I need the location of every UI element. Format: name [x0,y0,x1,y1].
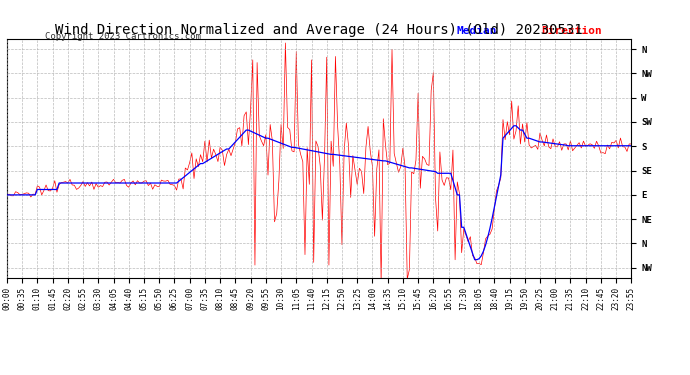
Text: Direction: Direction [541,26,602,36]
Title: Wind Direction Normalized and Average (24 Hours) (Old) 20230531: Wind Direction Normalized and Average (2… [55,23,583,37]
Text: Median: Median [457,26,497,36]
Text: Copyright 2023 Cartronics.com: Copyright 2023 Cartronics.com [45,32,201,41]
